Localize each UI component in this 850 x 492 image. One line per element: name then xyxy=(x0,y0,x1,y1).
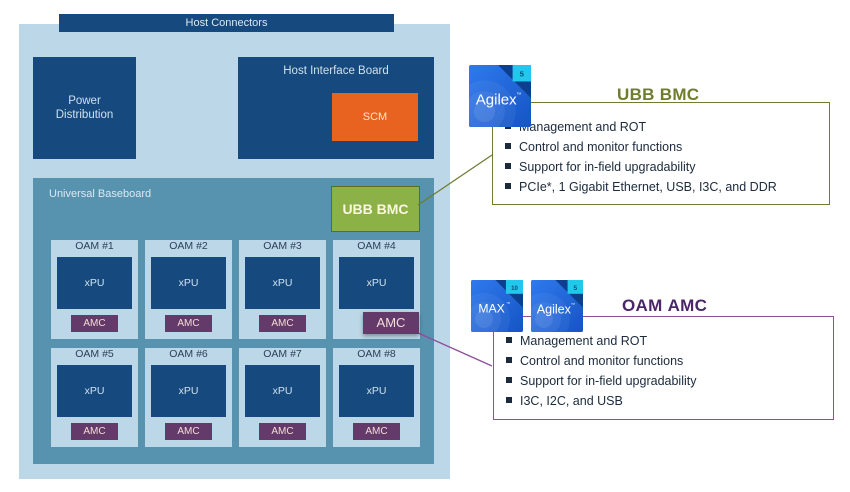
svg-text:5: 5 xyxy=(573,285,577,292)
svg-text:™: ™ xyxy=(516,92,521,98)
svg-text:™: ™ xyxy=(506,301,510,306)
svg-text:™: ™ xyxy=(571,302,575,307)
svg-text:5: 5 xyxy=(520,70,525,79)
svg-text:10: 10 xyxy=(511,285,518,292)
svg-text:Agilex: Agilex xyxy=(476,92,517,109)
svg-text:MAX: MAX xyxy=(478,302,504,316)
svg-text:Agilex: Agilex xyxy=(537,302,572,316)
